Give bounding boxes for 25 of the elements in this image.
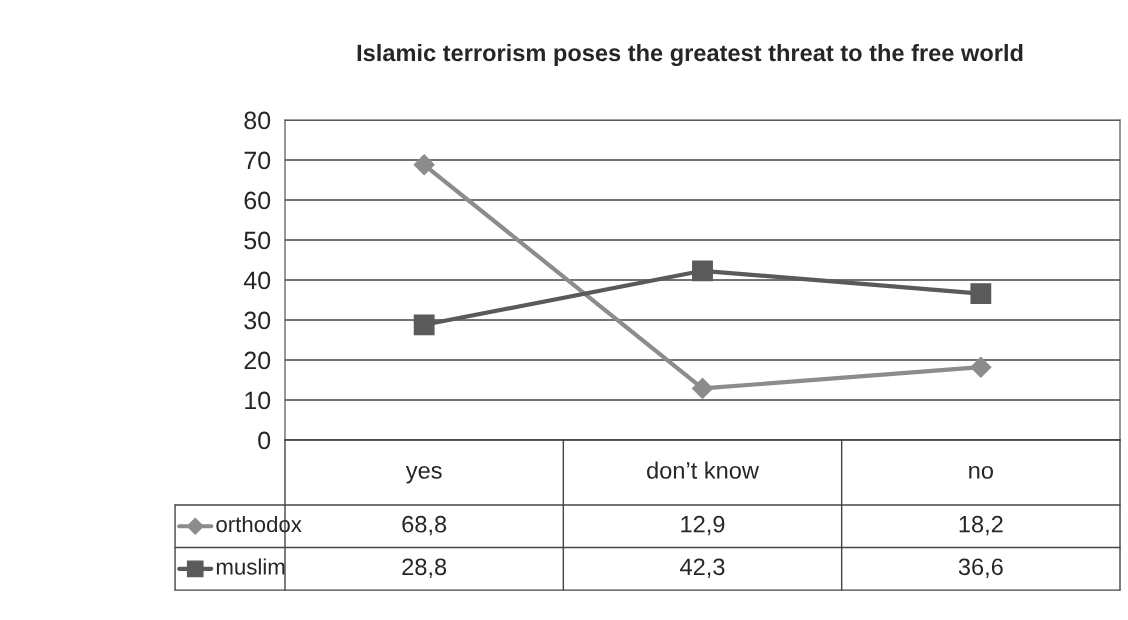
x-tick-label: yes bbox=[405, 465, 442, 484]
y-tick-label: 40 bbox=[243, 271, 271, 290]
y-tick-label: 70 bbox=[244, 151, 271, 170]
point bbox=[970, 356, 992, 378]
point bbox=[413, 154, 435, 176]
y-tick-label: 50 bbox=[244, 231, 271, 250]
data-label: 12,9 bbox=[681, 515, 725, 536]
y-tick-label: 80 bbox=[244, 111, 271, 130]
y-tick-label: 60 bbox=[244, 191, 271, 210]
data-label: 28,8 bbox=[402, 558, 447, 578]
y-tick-label: 30 bbox=[244, 311, 271, 330]
y-tick-label: 20 bbox=[244, 351, 271, 370]
point bbox=[691, 377, 714, 399]
x-tick-label: don’t know bbox=[647, 461, 759, 479]
data-label: 18,2 bbox=[959, 515, 1003, 536]
data-label: 68,8 bbox=[402, 515, 447, 536]
point bbox=[413, 314, 435, 336]
data-label: 42,3 bbox=[680, 558, 725, 578]
point bbox=[692, 260, 713, 282]
x-tick-label: no bbox=[969, 465, 993, 479]
data-label: 36,6 bbox=[958, 558, 1003, 578]
point bbox=[970, 283, 992, 305]
y-tick-label: 10 bbox=[245, 391, 271, 410]
y-tick-label: 0 bbox=[258, 431, 271, 450]
chart-title: Islamic terrorism poses the greatest threat to the free world bbox=[357, 43, 1023, 67]
